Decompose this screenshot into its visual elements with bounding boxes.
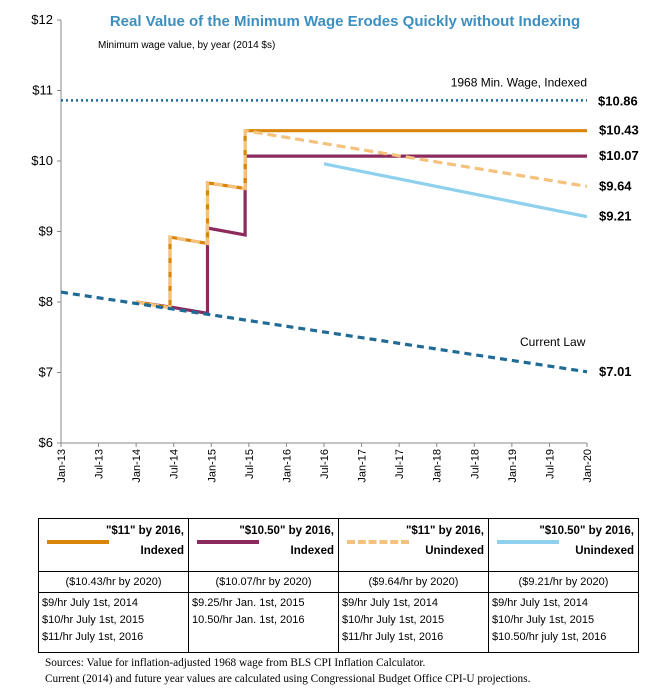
- x-tick-label: Jan-17: [357, 449, 369, 483]
- legend-cell: "$10.50" by 2016, Indexed: [188, 518, 339, 572]
- x-tick-label: Jan-15: [206, 449, 218, 483]
- legend-step: $11/hr July 1st, 2016: [42, 631, 144, 643]
- legend-step: 10.50/hr Jan. 1st, 2016: [192, 614, 305, 626]
- legend-series-type: Unindexed: [575, 545, 634, 557]
- legend-cell: "$10.50" by 2016, Unindexed: [488, 518, 639, 572]
- x-tick-label: Jul-17: [394, 449, 406, 479]
- y-tick-label: $11: [32, 83, 53, 98]
- legend-note-text: ($10.43/hr by 2020): [65, 576, 162, 588]
- legend-step: $9/hr July 1st, 2014: [342, 597, 439, 609]
- legend-header-row: "$11" by 2016, Indexed "$10.50" by 2016,…: [38, 518, 639, 572]
- legend-swatch: [47, 540, 109, 544]
- reference-line-value: $10.86: [598, 93, 638, 108]
- legend-step: $9/hr July 1st, 2014: [492, 597, 589, 609]
- legend-series-type: Unindexed: [425, 545, 484, 557]
- legend-series-type: Indexed: [140, 545, 184, 557]
- legend-step: $10.50/hr july 1st, 2016: [492, 631, 607, 643]
- series-end-label: $10.43: [599, 123, 639, 138]
- series-line-4: [323, 162, 588, 219]
- current-law-annotation: Current Law: [520, 335, 586, 349]
- x-tick-label: Jan-16: [281, 449, 293, 483]
- reference-line-label: 1968 Min. Wage, Indexed: [451, 75, 587, 89]
- series-line-3: [135, 128, 588, 310]
- legend-cell: "$11" by 2016, Unindexed: [338, 518, 489, 572]
- x-tick-label: Jul-16: [319, 449, 331, 479]
- minimum-wage-chart: Real Value of the Minimum Wage Erodes Qu…: [31, 12, 638, 483]
- x-tick-label: Jul-13: [94, 449, 106, 479]
- legend-note-text: ($10.07/hr by 2020): [215, 576, 312, 588]
- plot-area: $6 $7 $8 $9 $10 $11 $12 Jan-13 Jul-13 Jan-14 Jul-1…: [31, 12, 638, 483]
- legend-swatch: [347, 540, 409, 544]
- legend-step: $11/hr July 1st, 2016: [342, 631, 444, 643]
- legend-steps: $9/hr July 1st, 2014 $10/hr July 1st, 20…: [488, 592, 639, 653]
- legend-swatch: [497, 540, 559, 544]
- legend-note: ($9.64/hr by 2020): [338, 571, 489, 593]
- series-end-label: $9.21: [599, 209, 632, 224]
- legend-steps: $9.25/hr Jan. 1st, 2015 10.50/hr Jan. 1s…: [188, 592, 339, 653]
- y-tick-label: $8: [39, 294, 53, 309]
- legend-note-row: ($10.43/hr by 2020) ($10.07/hr by 2020) …: [38, 571, 639, 593]
- y-tick-label: $9: [39, 224, 53, 239]
- legend-note: ($10.43/hr by 2020): [38, 571, 189, 593]
- y-tick-label: $10: [31, 153, 53, 168]
- y-tick-label: $12: [31, 12, 53, 27]
- legend-series-name: "$10.50" by 2016,: [239, 525, 334, 537]
- legend-series-name: "$10.50" by 2016,: [539, 525, 634, 537]
- x-tick-label: Jan-14: [131, 449, 143, 483]
- series-line-0: [60, 290, 588, 374]
- series-end-label: $9.64: [599, 178, 632, 193]
- legend-note-text: ($9.21/hr by 2020): [518, 576, 609, 588]
- legend-swatch: [197, 540, 259, 544]
- sources-line: Sources: Value for inflation-adjusted 19…: [45, 657, 426, 669]
- sources-note: Sources: Value for inflation-adjusted 19…: [45, 655, 530, 687]
- legend-note: ($9.21/hr by 2020): [488, 571, 639, 593]
- legend-step: $10/hr July 1st, 2015: [492, 614, 595, 626]
- series-line-2: [135, 154, 587, 316]
- legend-series-name: "$11" by 2016,: [405, 525, 484, 537]
- x-tick-label: Jul-18: [469, 449, 481, 479]
- legend-steps-row: $9/hr July 1st, 2014 $10/hr July 1st, 20…: [38, 592, 639, 653]
- legend-note-text: ($9.64/hr by 2020): [368, 576, 459, 588]
- x-tick-label: Jan-18: [432, 449, 444, 483]
- x-tick-label: Jan-20: [582, 449, 594, 483]
- x-tick-label: Jul-15: [244, 449, 256, 479]
- legend-note: ($10.07/hr by 2020): [188, 571, 339, 593]
- x-tick-label: Jul-19: [544, 449, 556, 479]
- legend-steps: $9/hr July 1st, 2014 $10/hr July 1st, 20…: [338, 592, 489, 653]
- sources-line: Current (2014) and future year values ar…: [45, 673, 531, 685]
- y-tick-label: $7: [39, 365, 53, 380]
- legend-step: $9/hr July 1st, 2014: [42, 597, 139, 609]
- series-end-label: $7.01: [599, 364, 632, 379]
- legend-series-type: Indexed: [290, 545, 334, 557]
- legend-table: "$11" by 2016, Indexed "$10.50" by 2016,…: [38, 518, 639, 653]
- x-tick-label: Jan-19: [507, 449, 519, 483]
- y-tick-label: $6: [39, 435, 53, 450]
- legend-series-name: "$11" by 2016,: [105, 525, 184, 537]
- chart-title: Real Value of the Minimum Wage Erodes Qu…: [110, 13, 580, 30]
- legend-step: $10/hr July 1st, 2015: [342, 614, 445, 626]
- series-end-label: $10.07: [599, 148, 639, 163]
- legend-step: $9.25/hr Jan. 1st, 2015: [192, 597, 305, 609]
- legend-steps: $9/hr July 1st, 2014 $10/hr July 1st, 20…: [38, 592, 189, 653]
- legend-cell: "$11" by 2016, Indexed: [38, 518, 189, 572]
- x-tick-label: Jul-14: [169, 449, 181, 479]
- chart-subtitle: Minimum wage value, by year (2014 $s): [98, 40, 275, 51]
- x-tick-label: Jan-13: [56, 449, 68, 483]
- legend-step: $10/hr July 1st, 2015: [42, 614, 145, 626]
